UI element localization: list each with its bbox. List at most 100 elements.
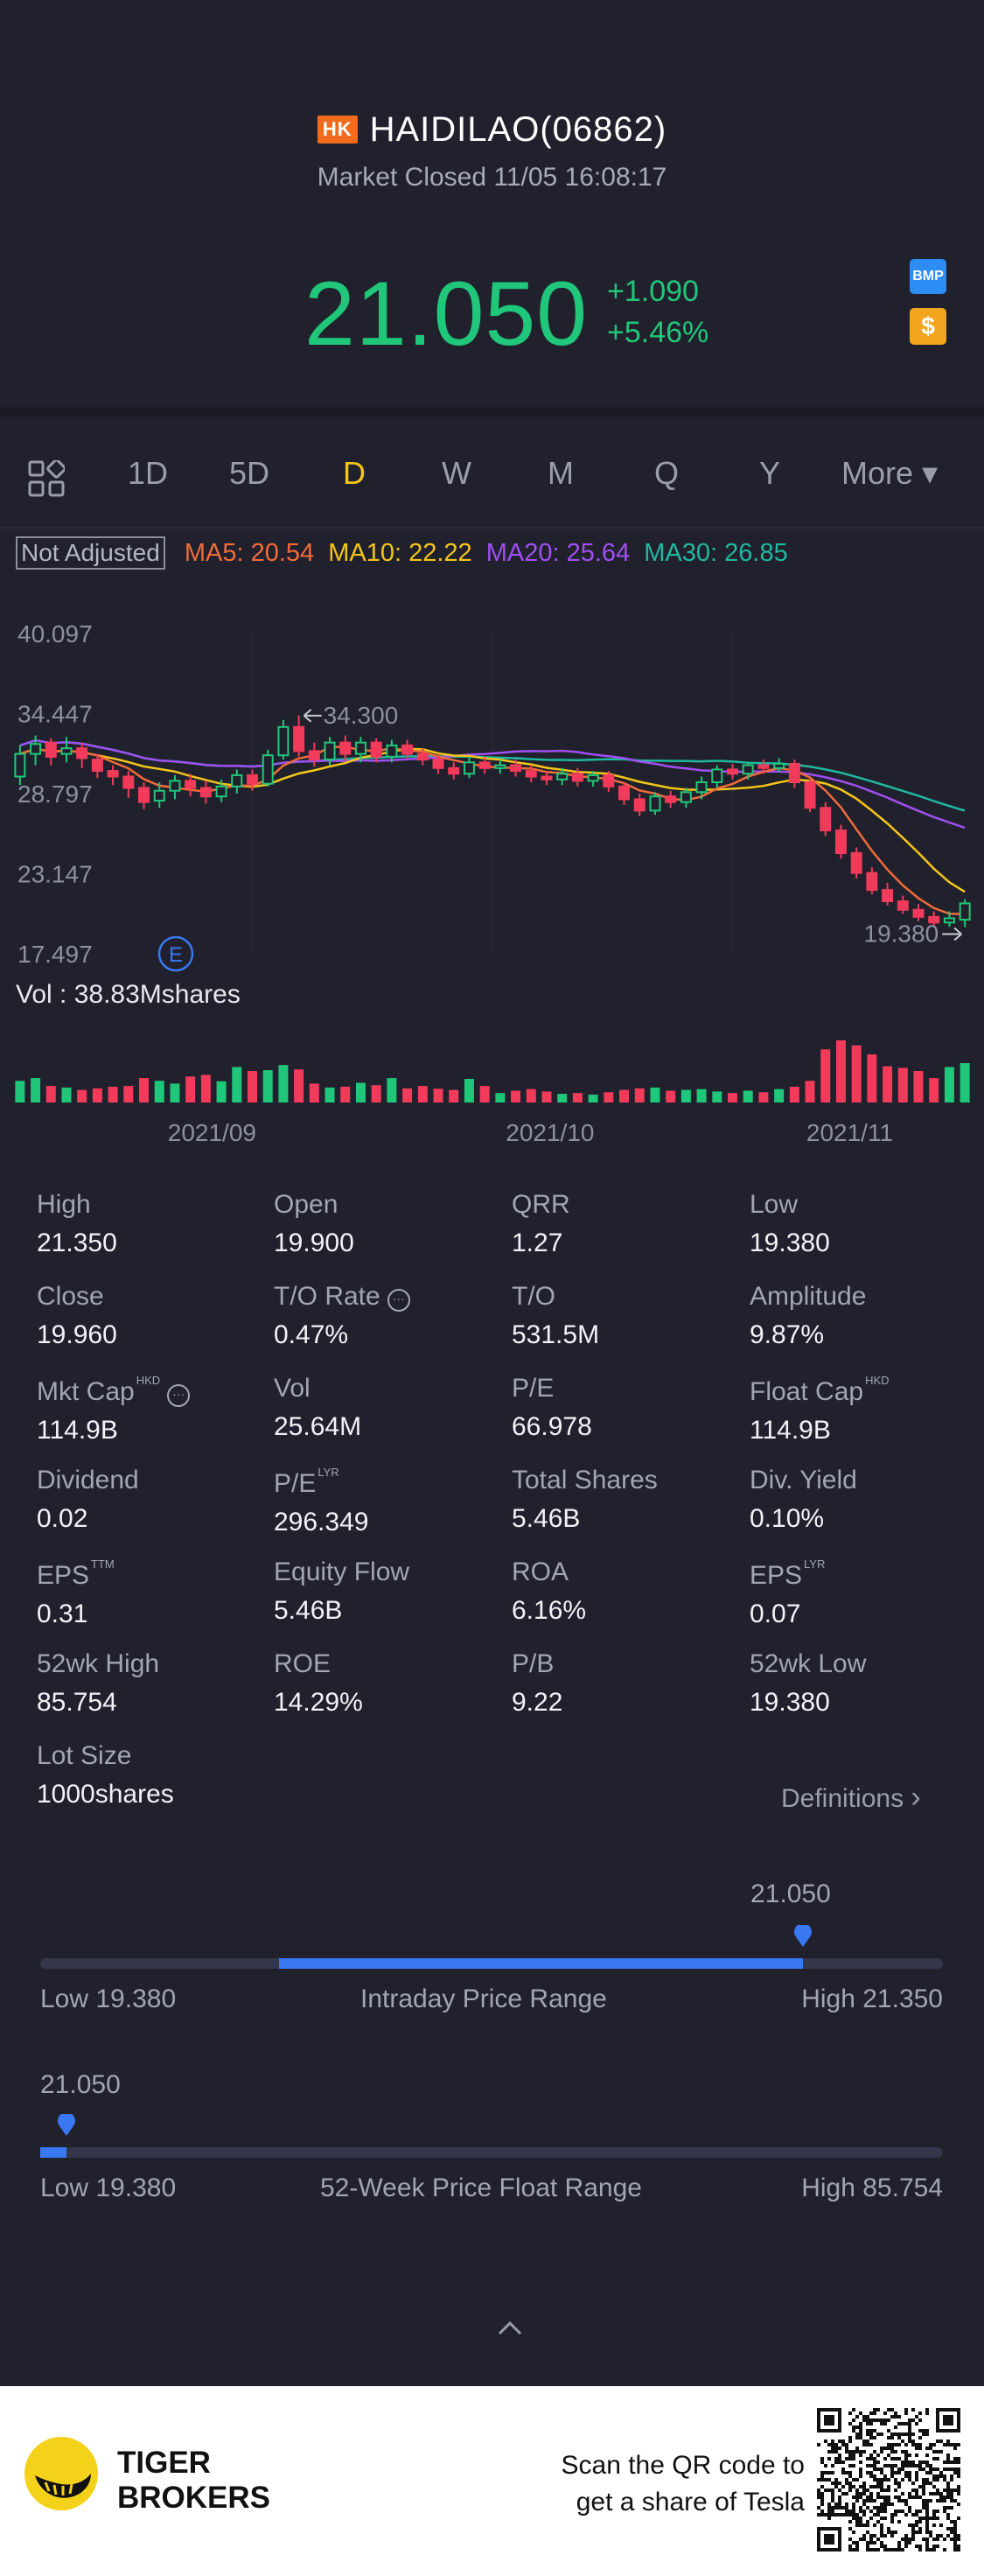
candle bbox=[742, 762, 754, 780]
stat-value: 114.9B bbox=[37, 1416, 118, 1445]
stat-value: 0.07 bbox=[750, 1600, 801, 1628]
volume-bar bbox=[355, 1082, 366, 1102]
candle bbox=[370, 738, 382, 763]
candle bbox=[107, 765, 119, 786]
candle bbox=[478, 756, 491, 774]
adjustment-toggle[interactable]: Not Adjusted bbox=[16, 536, 165, 570]
stat-label: 52wk Low bbox=[750, 1649, 867, 1678]
tab-5d[interactable]: 5D bbox=[229, 455, 270, 491]
stat-value: 0.47% bbox=[274, 1320, 349, 1349]
stat-item: ROA 6.16% bbox=[512, 1558, 739, 1626]
volume-bar bbox=[15, 1081, 25, 1102]
stat-label: Equity Flow bbox=[274, 1558, 410, 1586]
candle bbox=[618, 781, 631, 805]
scan-text: Scan the QR code to get a share of Tesla bbox=[562, 2447, 806, 2521]
tab-1d[interactable]: 1D bbox=[128, 455, 169, 491]
stat-value: 0.02 bbox=[37, 1504, 88, 1533]
x-tick-label: 2021/10 bbox=[506, 1119, 594, 1146]
stat-item: ROE 14.29% bbox=[274, 1649, 501, 1718]
tab-more[interactable]: More ▾ bbox=[841, 455, 939, 491]
candle bbox=[354, 737, 366, 763]
candle bbox=[773, 758, 785, 773]
stat-value: 6.16% bbox=[512, 1596, 587, 1625]
volume-bar bbox=[92, 1088, 102, 1102]
stat-item: High 21.350 bbox=[37, 1190, 264, 1258]
candle bbox=[463, 756, 475, 779]
intraday-fill bbox=[279, 1958, 804, 1969]
candlestick-chart[interactable]: 40.097 34.447 28.797 23.147 17.497 34.300 19.… bbox=[0, 595, 984, 1155]
tab-d[interactable]: D bbox=[343, 455, 366, 491]
candle bbox=[14, 745, 26, 786]
stat-item: Equity Flow 5.46B bbox=[274, 1558, 501, 1626]
stat-value: 9.87% bbox=[750, 1320, 825, 1349]
stat-item: Div. Yield 0.10% bbox=[750, 1466, 977, 1534]
tab-w[interactable]: W bbox=[442, 455, 471, 491]
volume-bar bbox=[557, 1094, 568, 1102]
candle bbox=[820, 802, 832, 836]
stat-item: Total Shares 5.46B bbox=[512, 1466, 739, 1534]
more-info-icon[interactable]: ··· bbox=[167, 1384, 191, 1407]
candle bbox=[494, 760, 506, 774]
stat-value: 14.29% bbox=[274, 1688, 363, 1717]
candle bbox=[91, 753, 103, 779]
candle bbox=[448, 762, 460, 780]
dollar-icon[interactable]: $ bbox=[910, 308, 946, 345]
volume-bar bbox=[402, 1088, 413, 1102]
week52-range: 21.050 Low 19.380 52-Week Price Float Ra… bbox=[40, 2070, 943, 2202]
ma20-value: MA20: 25.64 bbox=[485, 539, 631, 567]
candles bbox=[14, 715, 971, 928]
layout-grid-icon[interactable] bbox=[28, 460, 65, 497]
tab-y[interactable]: Y bbox=[759, 455, 781, 491]
stat-label: EPS LYR bbox=[750, 1558, 826, 1590]
volume-bar bbox=[511, 1090, 521, 1102]
stat-value: 25.64M bbox=[274, 1412, 362, 1441]
tab-q[interactable]: Q bbox=[654, 455, 680, 491]
volume-bar bbox=[944, 1067, 954, 1102]
chevron-up-icon[interactable] bbox=[497, 2319, 523, 2336]
candle bbox=[943, 911, 955, 928]
stat-value: 19.380 bbox=[750, 1688, 830, 1717]
bmp-icon[interactable]: BMP bbox=[910, 259, 946, 294]
candle bbox=[30, 735, 42, 766]
stat-label: Vol bbox=[274, 1374, 311, 1403]
volume-bar bbox=[820, 1049, 831, 1102]
stat-label: QRR bbox=[512, 1190, 570, 1219]
volume-bar bbox=[170, 1083, 180, 1102]
candle bbox=[401, 739, 414, 760]
candle bbox=[649, 792, 661, 816]
stat-item: T/O Rate ··· 0.47% bbox=[274, 1282, 501, 1350]
y-tick-label: 40.097 bbox=[17, 620, 93, 648]
volume-bar bbox=[139, 1078, 150, 1102]
candle bbox=[695, 776, 708, 800]
stat-value: 1.27 bbox=[512, 1228, 563, 1257]
stat-item: T/O 531.5M bbox=[512, 1282, 739, 1350]
ma5-value: MA5: 20.54 bbox=[184, 539, 315, 567]
candle bbox=[262, 749, 274, 787]
stat-value: 114.9B bbox=[750, 1416, 831, 1445]
price-change: +1.090 +5.46% bbox=[607, 271, 708, 354]
more-info-icon[interactable]: ··· bbox=[387, 1289, 410, 1312]
stock-title[interactable]: HAIDILAO(06862) bbox=[369, 110, 667, 149]
stat-item: 52wk High 85.754 bbox=[37, 1649, 264, 1718]
header-divider bbox=[0, 407, 984, 417]
volume-bar bbox=[619, 1089, 630, 1102]
candle bbox=[510, 760, 522, 777]
stat-label: P/B bbox=[512, 1649, 555, 1678]
candle bbox=[850, 847, 862, 879]
x-axis-labels: 2021/09 2021/10 2021/11 bbox=[168, 1119, 893, 1146]
candle bbox=[556, 767, 569, 786]
x-tick-label: 2021/11 bbox=[806, 1119, 893, 1146]
stat-value: 1000shares bbox=[37, 1780, 174, 1809]
stat-label: Lot Size bbox=[37, 1741, 132, 1770]
stat-unit-superscript: HKD bbox=[865, 1374, 890, 1387]
definitions-link[interactable]: Definitions › bbox=[781, 1781, 921, 1815]
volume-bar bbox=[883, 1066, 893, 1102]
stat-label: T/O Rate ··· bbox=[274, 1282, 501, 1312]
tab-m[interactable]: M bbox=[548, 455, 574, 491]
earnings-event-icon[interactable] bbox=[157, 935, 194, 972]
volume-bar bbox=[433, 1088, 443, 1102]
price-markers: 34.300 19.380 E bbox=[157, 702, 962, 972]
chart-grid bbox=[252, 634, 733, 954]
stat-value: 531.5M bbox=[512, 1320, 600, 1349]
stat-value: 19.900 bbox=[274, 1228, 354, 1257]
